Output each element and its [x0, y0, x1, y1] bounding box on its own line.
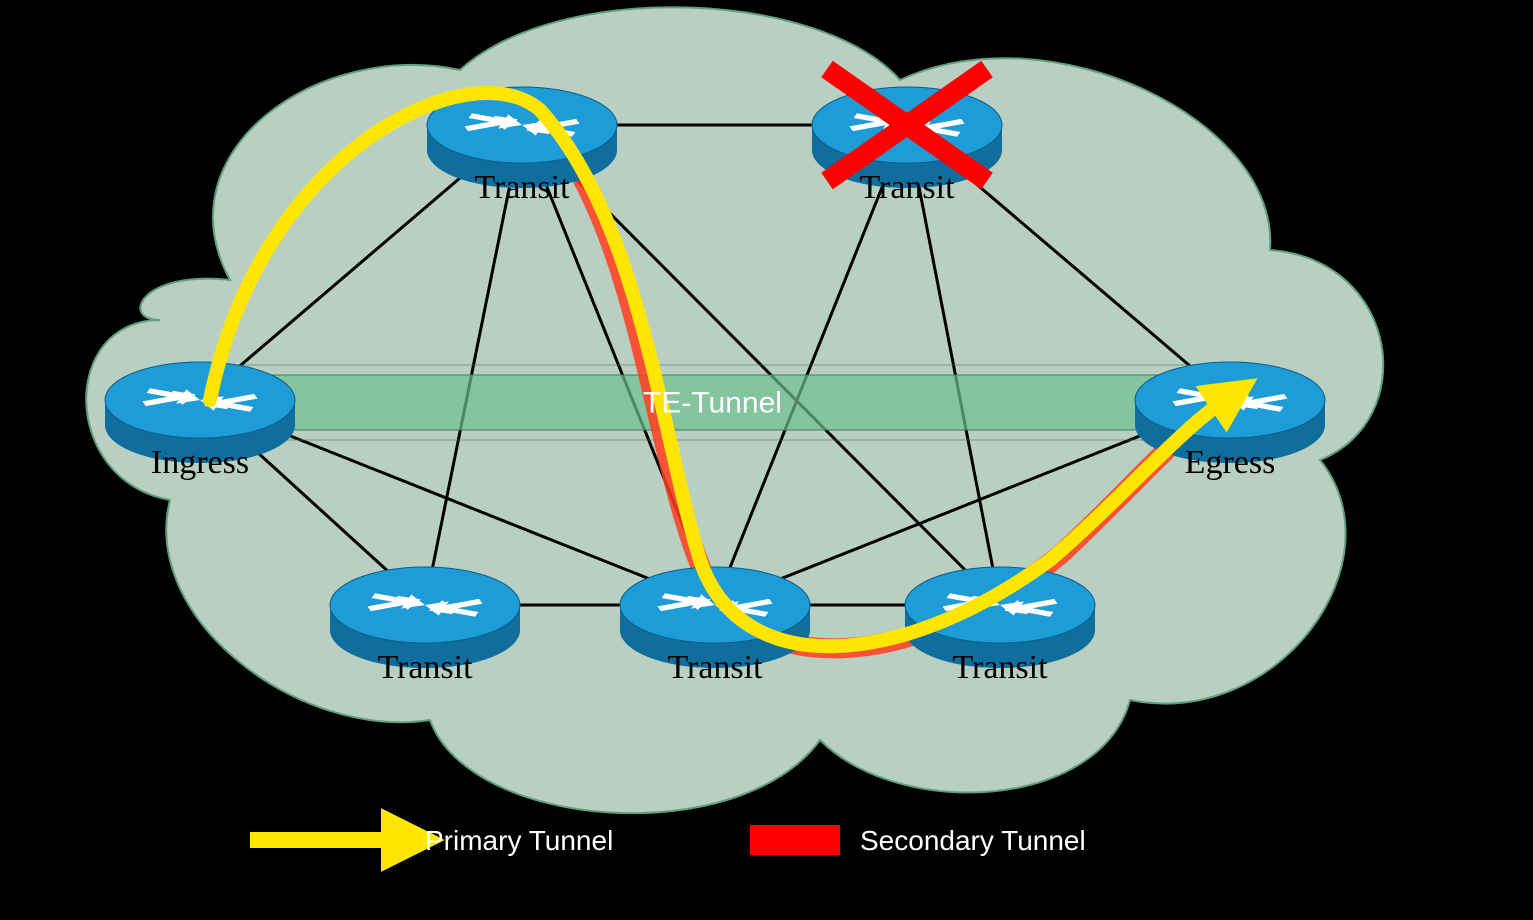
label-transit_br: Transit [952, 649, 1048, 686]
legend-primary-label: Primary Tunnel [425, 825, 613, 856]
label-egress: Egress [1185, 444, 1276, 481]
label-transit_bm: Transit [667, 649, 763, 686]
label-transit_bl: Transit [377, 649, 473, 686]
label-transit_tr: Transit [859, 169, 955, 206]
legend-secondary-label: Secondary Tunnel [860, 825, 1086, 856]
legend: Primary Tunnel Secondary Tunnel [250, 825, 1086, 856]
label-ingress: Ingress [151, 444, 249, 481]
label-transit_tl: Transit [474, 169, 570, 206]
te-tunnel-label: TE-Tunnel [643, 387, 782, 420]
legend-secondary-swatch-icon [750, 825, 840, 855]
